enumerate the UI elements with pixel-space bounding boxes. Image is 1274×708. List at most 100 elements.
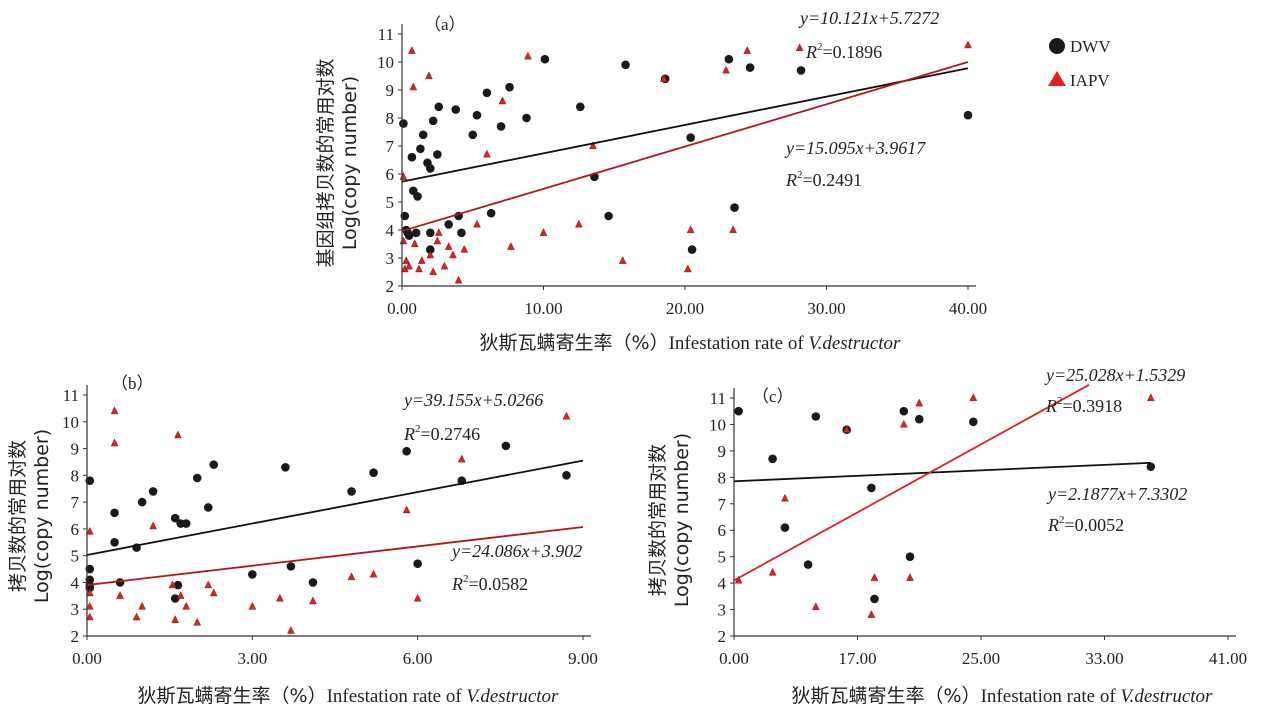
panel-b-points <box>85 406 571 634</box>
panel-b-point-iapv <box>204 580 213 589</box>
panel-c-point-iapv <box>768 567 777 576</box>
panel-b-point-iapv <box>287 625 295 634</box>
panel-b-point-iapv <box>171 615 180 623</box>
panel-a-point-dwv <box>505 82 514 92</box>
panel-c-ylabel-en: Log(copy number) <box>671 433 693 607</box>
panel-a-point-iapv <box>426 250 435 259</box>
panel-a-point-iapv <box>402 256 411 264</box>
panel-a-point-iapv <box>729 225 737 234</box>
panel-c-point-iapv <box>1146 393 1155 401</box>
panel-c-x-tick-label: 41.00 <box>1209 649 1247 668</box>
panel-a-y-tick-label: 8 <box>386 109 395 128</box>
panel-c-point-iapv <box>842 425 851 433</box>
panel-a-point-iapv <box>795 43 804 51</box>
panel-b-y-tick-label: 5 <box>71 547 80 566</box>
panel-a-point-dwv <box>575 102 585 112</box>
panel-a-y-tick-label: 9 <box>386 81 395 100</box>
panel-a-point-dwv <box>411 228 421 238</box>
panel-b-point-iapv <box>85 526 94 535</box>
panel-c-point-dwv <box>914 414 924 424</box>
panel-a-axes <box>401 24 976 287</box>
panel-c-point-iapv <box>867 610 876 618</box>
panel-a-x-tick-label: 0.00 <box>387 299 417 318</box>
panel-b-point-iapv <box>85 588 94 597</box>
panel-b-eq-dwv: y=39.155x+5.0266 <box>402 390 543 410</box>
panel-b-y-tick-label: 11 <box>63 386 79 405</box>
panel-a-point-iapv <box>433 236 442 245</box>
panel-a-point-iapv <box>684 264 692 273</box>
panel-a-point-dwv <box>796 66 806 75</box>
panel-b-point-dwv <box>281 463 290 472</box>
panel-a-point-dwv <box>428 116 438 126</box>
panel-a-point-dwv <box>724 54 734 64</box>
panel-b-point-iapv <box>182 601 191 610</box>
panel-a-x-tick-label: 20.00 <box>666 299 704 318</box>
panel-c-y-tick-label: 5 <box>718 548 727 567</box>
panel-a-point-dwv <box>444 220 453 229</box>
panel-a-point-iapv <box>444 242 453 250</box>
panel-a-y-tick-label: 10 <box>377 53 394 72</box>
panel-a-point-iapv <box>659 74 668 82</box>
panel-a-point-dwv <box>416 144 425 154</box>
panel-b-x-tick-label: 0.00 <box>72 649 102 668</box>
panel-c-x-tick-label: 33.00 <box>1085 649 1123 668</box>
panel-a-point-dwv <box>687 245 697 254</box>
panel-c-trendlines <box>733 383 1151 582</box>
panel-b-r2-iapv: R2=0.0582 <box>451 573 528 594</box>
panel-b-ylabel-cn: 拷贝数的常用对数 <box>7 440 29 592</box>
panel-b-point-dwv <box>110 537 119 547</box>
panel-a-label: （a） <box>424 15 466 34</box>
panel-a-x-tick-label: 10.00 <box>524 299 562 318</box>
panel-b-point-iapv <box>110 438 119 447</box>
panel-c-point-iapv <box>915 398 924 407</box>
panel-c-trendline-dwv <box>733 461 1151 483</box>
panel-c-points <box>734 393 1156 618</box>
panel-c-r2-dwv: R2=0.0052 <box>1047 514 1124 535</box>
panel-a-point-iapv <box>524 51 532 60</box>
panel-c-label: （c） <box>752 387 794 406</box>
panel-c-eq-iapv: y=25.028x+1.5329 <box>1044 365 1185 385</box>
panel-b-point-iapv <box>149 521 157 530</box>
panel-a-x-tick-label: 30.00 <box>807 299 845 318</box>
panel-a-point-dwv <box>486 208 496 218</box>
panel-a-point-iapv <box>409 82 418 91</box>
panel-b-point-iapv <box>209 588 218 597</box>
panel-a-point-dwv <box>434 102 444 112</box>
panel-a-point-iapv <box>429 267 437 275</box>
panel-a-point-dwv <box>404 231 414 240</box>
panel-a-point-iapv <box>460 244 469 253</box>
panel-c-y-tick-label: 11 <box>710 389 726 408</box>
panel-b-point-dwv <box>85 476 95 485</box>
panel-b-y-tick-label: 2 <box>71 627 80 646</box>
panel-c-y-tick-label: 2 <box>718 627 727 646</box>
panel-c: 2 3 4 5 6 7 8 9 10 11 0.00 17.00 25.00 33.00 41.00 （c）… <box>647 365 1247 707</box>
panel-a-y-tick-label: 7 <box>386 137 395 156</box>
panel-a-trendlines <box>401 61 969 232</box>
panel-c-point-iapv <box>969 393 978 401</box>
panel-b-r2-dwv: R2=0.2746 <box>403 423 480 444</box>
panel-c-point-iapv <box>906 573 914 581</box>
panel-c-point-dwv <box>867 483 876 493</box>
panel-b-point-iapv <box>309 596 317 605</box>
panel-b-point-dwv <box>501 441 511 451</box>
panel-a-y-tick-label: 2 <box>386 277 395 296</box>
panel-c-y-tick-label: 3 <box>718 601 727 620</box>
panel-a-x-tick-label: 40.00 <box>949 299 987 318</box>
panel-b-point-iapv <box>402 505 411 514</box>
panel-a-y-tick-label: 4 <box>386 221 395 240</box>
legend-dwv-label: DWV <box>1070 37 1111 56</box>
panel-b-y-tick-label: 4 <box>71 573 80 592</box>
panel-b-point-iapv <box>413 593 422 602</box>
panel-a: 2 3 4 5 6 7 8 9 10 11 0.00 10.00 20.00 30.00 40.00 （a）… <box>315 8 987 354</box>
panel-c-y-tick-label: 10 <box>709 415 726 434</box>
panel-c-axes <box>733 388 1236 637</box>
panel-a-point-iapv <box>454 275 463 284</box>
panel-a-point-iapv <box>410 239 419 248</box>
panel-c-point-dwv <box>905 552 915 561</box>
panel-a-point-dwv <box>407 152 417 162</box>
panel-a-point-dwv <box>604 211 613 221</box>
panel-b-point-iapv <box>369 569 378 578</box>
panel-c-y-tick-label: 4 <box>718 574 727 593</box>
panel-a-point-dwv <box>963 110 973 120</box>
